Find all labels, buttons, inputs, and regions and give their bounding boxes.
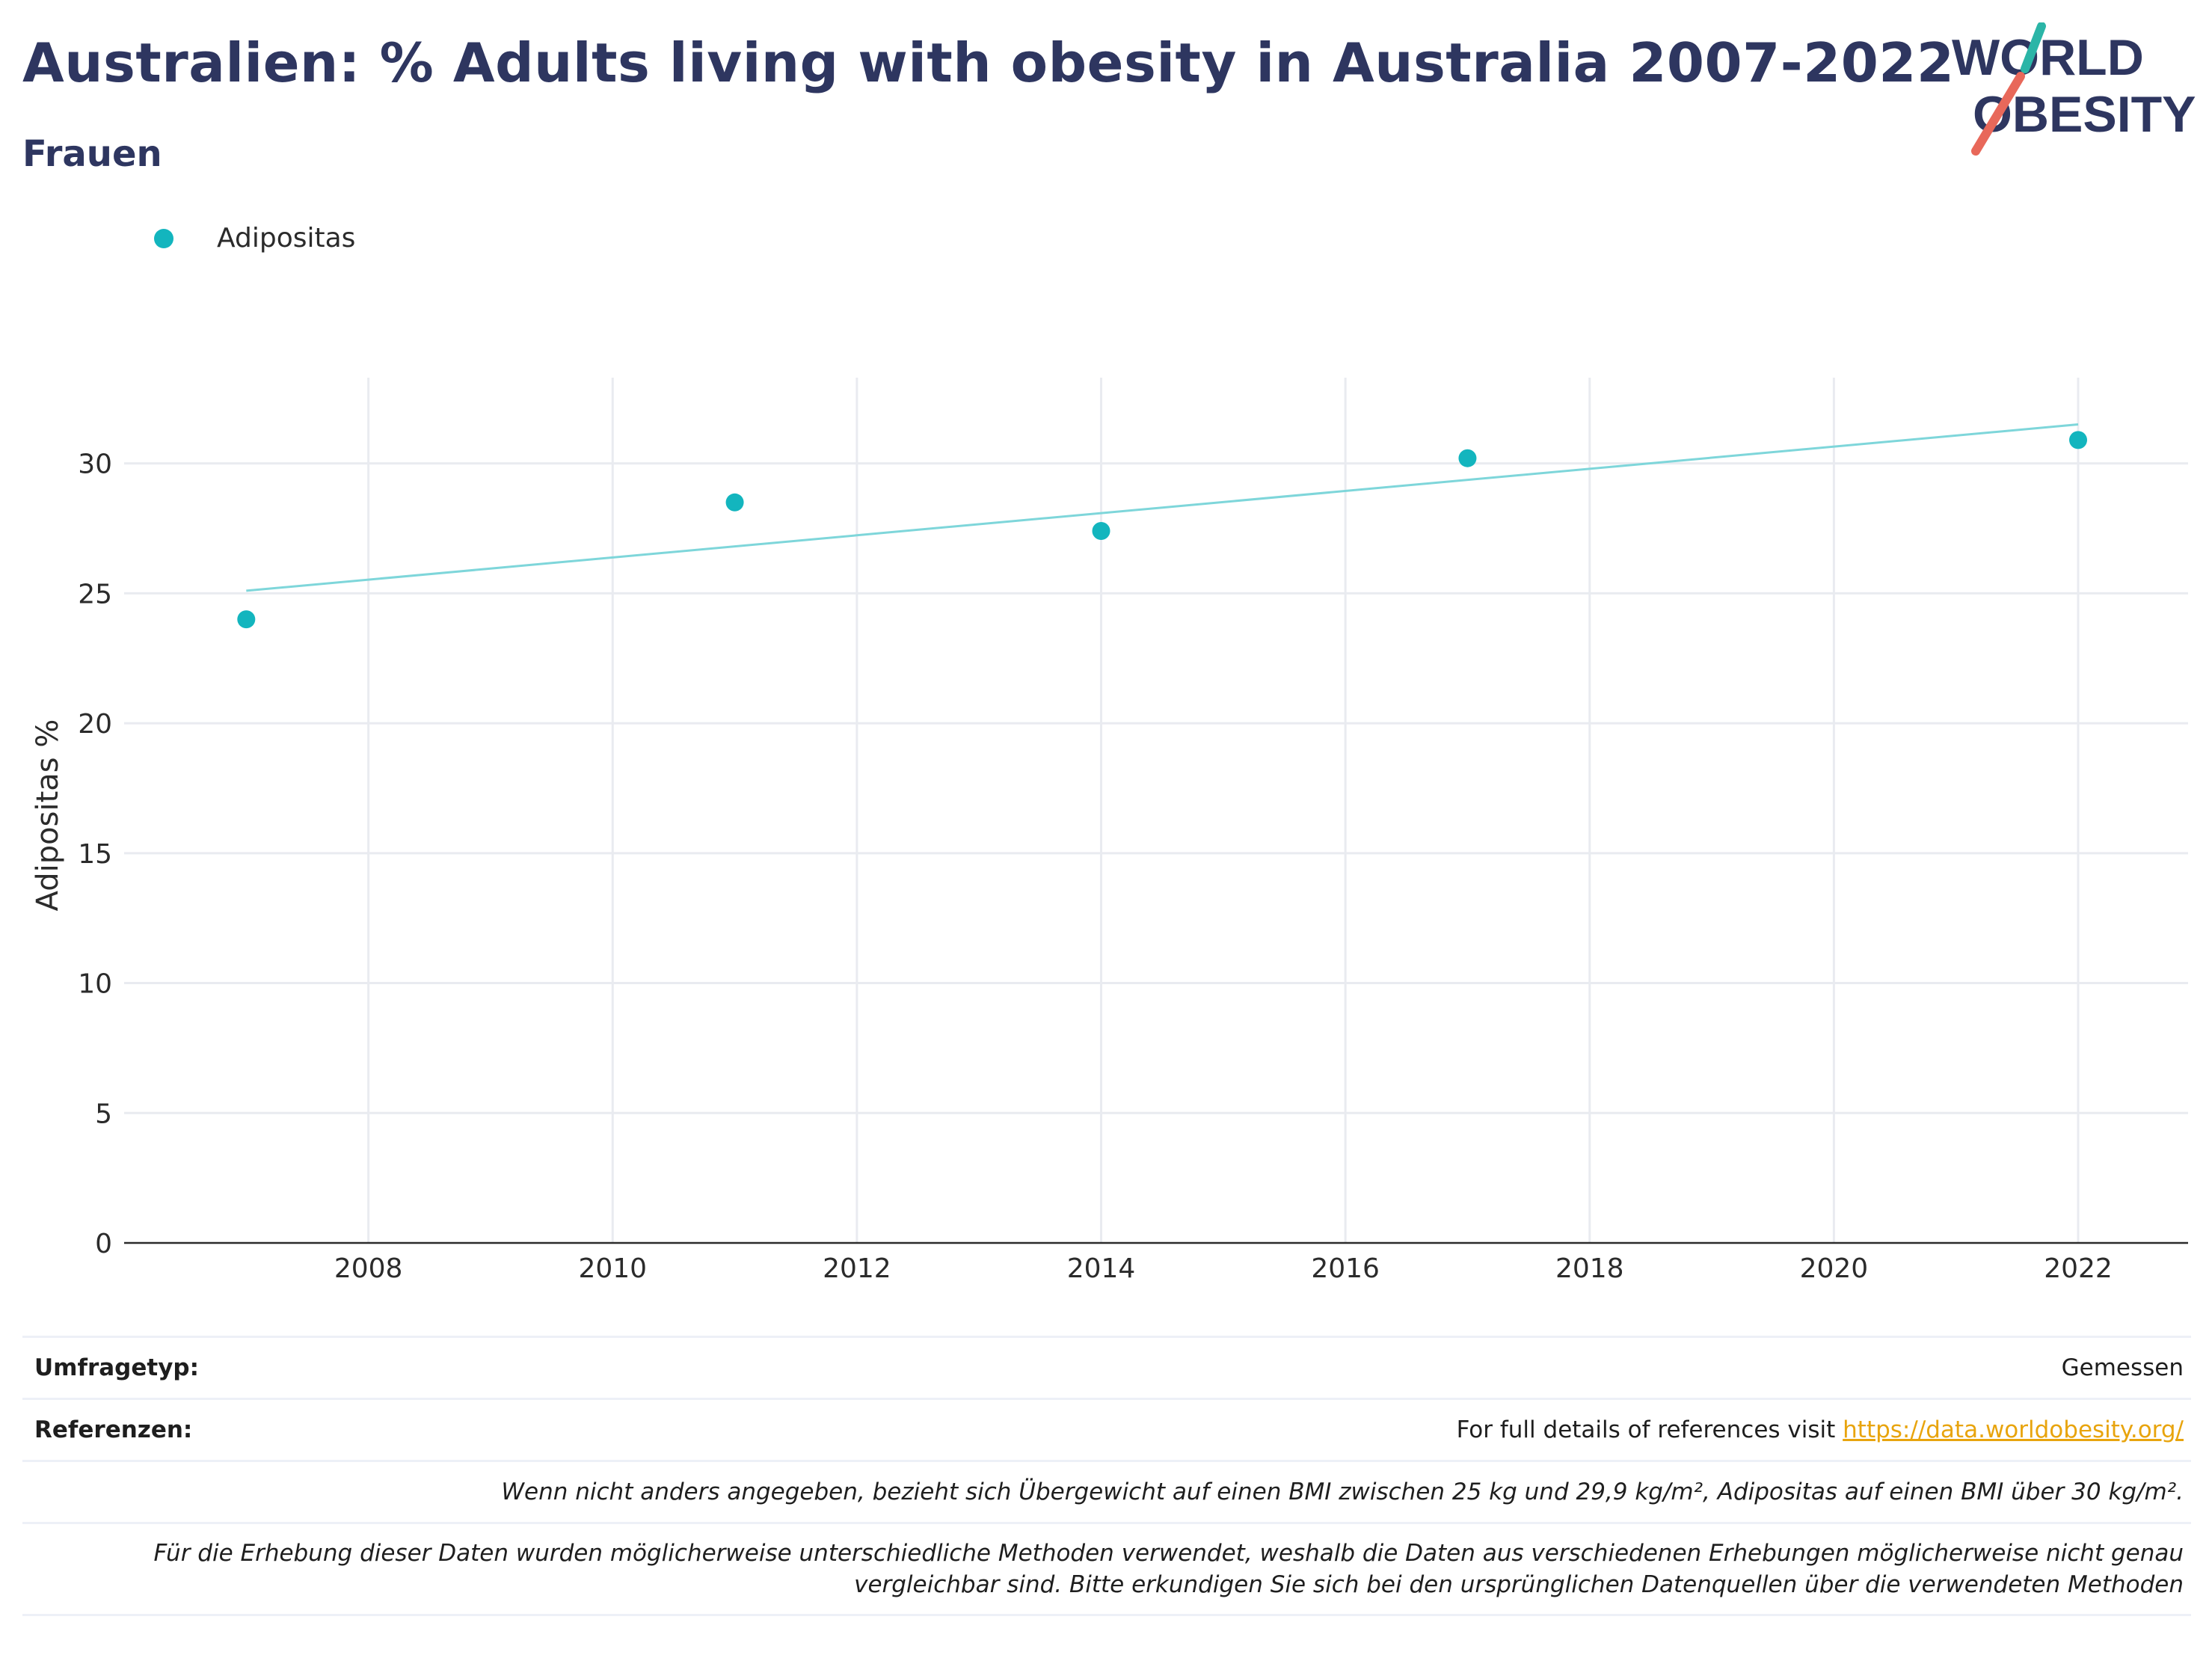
x-tick-label: 2022 [2044, 1253, 2113, 1284]
x-grid [367, 378, 2080, 1243]
methods-note: Für die Erhebung dieser Daten wurden mög… [153, 1538, 2191, 1600]
chart-title: Australien: % Adults living with obesity… [22, 31, 1955, 94]
logo-slash-red [1971, 72, 2025, 156]
bmi-note-row: Wenn nicht anders angegeben, bezieht sic… [22, 1460, 2191, 1522]
data-point [1092, 521, 1110, 540]
y-tick-label: 25 [78, 579, 112, 610]
references-value: For full details of references visit htt… [1457, 1416, 2191, 1443]
survey-type-label: Umfragetyp: [34, 1354, 199, 1381]
references-link[interactable]: https://data.worldobesity.org/ [1843, 1416, 2184, 1443]
y-tick-label: 30 [78, 449, 112, 480]
x-tick-label: 2012 [823, 1253, 891, 1284]
info-table: Umfragetyp: Gemessen Referenzen: For ful… [22, 1336, 2191, 1616]
x-tick-label: 2018 [1555, 1253, 1624, 1284]
references-row: Referenzen: For full details of referenc… [22, 1398, 2191, 1460]
x-tick-label: 2014 [1067, 1253, 1136, 1284]
methods-note-line2: vergleichbar sind. Bitte erkundigen Sie … [854, 1571, 2184, 1598]
x-tick-labels: 2008 2010 2012 2014 2016 2018 2020 2022 [334, 1253, 2113, 1284]
x-tick-label: 2008 [334, 1253, 403, 1284]
data-point [725, 493, 744, 512]
references-text: For full details of references visit [1456, 1416, 1843, 1443]
trend-line [246, 423, 2079, 592]
logo-slash-teal [2021, 22, 2046, 73]
methods-note-row: Für die Erhebung dieser Daten wurden mög… [22, 1522, 2191, 1616]
data-point [2069, 431, 2088, 449]
survey-type-row: Umfragetyp: Gemessen [22, 1336, 2191, 1398]
data-point [1458, 449, 1477, 467]
methods-note-line1: Für die Erhebung dieser Daten wurden mög… [153, 1540, 2184, 1567]
chart-subtitle: Frauen [22, 133, 162, 175]
y-tick-labels: 0 5 10 15 20 25 30 [78, 449, 112, 1259]
y-tick-label: 5 [95, 1099, 112, 1129]
references-label: Referenzen: [34, 1416, 193, 1443]
data-points [237, 431, 2088, 629]
y-tick-label: 20 [78, 709, 112, 740]
data-point [237, 610, 256, 629]
legend-label: Adipositas [217, 223, 356, 254]
x-tick-label: 2020 [1800, 1253, 1869, 1284]
y-tick-label: 0 [95, 1229, 112, 1259]
logo-text-world: WORLD [1952, 29, 2144, 86]
y-tick-label: 15 [78, 839, 112, 870]
y-tick-label: 10 [78, 969, 112, 1000]
x-tick-label: 2010 [578, 1253, 647, 1284]
legend-marker [154, 228, 173, 248]
scatter-chart: 0 5 10 15 20 25 30 2008 2010 2012 2014 2016 2018 202… [78, 378, 2188, 1284]
bmi-note: Wenn nicht anders angegeben, bezieht sic… [501, 1479, 2184, 1505]
chart-legend[interactable]: Adipositas [154, 223, 355, 254]
world-obesity-logo: WORLD OBESITY [1952, 22, 2196, 156]
y-grid [124, 462, 2188, 1114]
survey-type-value: Gemessen [2061, 1354, 2184, 1381]
x-tick-label: 2016 [1311, 1253, 1380, 1284]
